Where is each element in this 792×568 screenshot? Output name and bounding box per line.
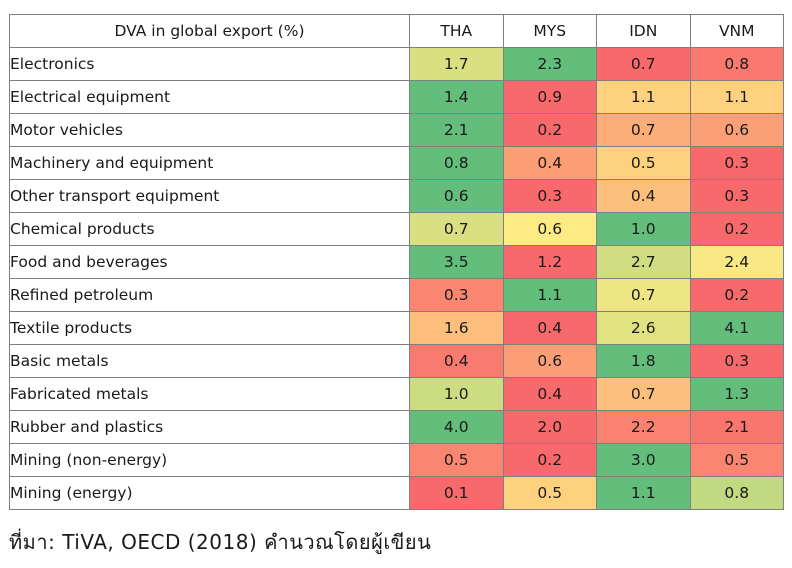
- heat-cell-tha: 2.1: [409, 113, 504, 147]
- table-row: Refined petroleum 0.3 1.1 0.7 0.2: [9, 278, 784, 312]
- table-row: Basic metals 0.4 0.6 1.8 0.3: [9, 344, 784, 378]
- heat-cell-vnm: 0.6: [689, 113, 784, 147]
- heat-cell-vnm: 0.3: [689, 344, 784, 378]
- heat-cell-tha: 1.0: [409, 377, 504, 411]
- heat-cell-tha: 0.3: [409, 278, 504, 312]
- row-label: Mining (energy): [9, 476, 410, 510]
- heat-cell-idn: 0.7: [596, 47, 691, 81]
- table-row: Chemical products 0.7 0.6 1.0 0.2: [9, 212, 784, 246]
- row-label: Other transport equipment: [9, 179, 410, 213]
- heat-cell-tha: 0.8: [409, 146, 504, 180]
- row-label: Mining (non-energy): [9, 443, 410, 477]
- row-label: Refined petroleum: [9, 278, 410, 312]
- heat-cell-idn: 0.7: [596, 113, 691, 147]
- heat-cell-mys: 0.6: [502, 212, 597, 246]
- heat-cell-idn: 2.2: [596, 410, 691, 444]
- heat-cell-vnm: 2.1: [689, 410, 784, 444]
- heat-cell-mys: 0.9: [502, 80, 597, 114]
- heat-cell-vnm: 0.2: [689, 212, 784, 246]
- table-row: Electronics 1.7 2.3 0.7 0.8: [9, 47, 784, 81]
- table-row: Machinery and equipment 0.8 0.4 0.5 0.3: [9, 146, 784, 180]
- row-label: Electronics: [9, 47, 410, 81]
- heat-cell-vnm: 0.8: [689, 476, 784, 510]
- heat-cell-idn: 1.1: [596, 476, 691, 510]
- row-label: Food and beverages: [9, 245, 410, 279]
- heat-cell-idn: 2.7: [596, 245, 691, 279]
- column-header-mys: MYS: [502, 14, 597, 48]
- heat-cell-mys: 0.4: [502, 311, 597, 345]
- heat-cell-vnm: 1.1: [689, 80, 784, 114]
- heat-cell-mys: 0.2: [502, 113, 597, 147]
- row-label: Motor vehicles: [9, 113, 410, 147]
- heat-cell-idn: 0.7: [596, 278, 691, 312]
- header-row: DVA in global export (%) THA MYS IDN VNM: [9, 14, 784, 48]
- heat-cell-idn: 1.1: [596, 80, 691, 114]
- heat-cell-idn: 2.6: [596, 311, 691, 345]
- table-row: Mining (energy) 0.1 0.5 1.1 0.8: [9, 476, 784, 510]
- heat-cell-tha: 1.4: [409, 80, 504, 114]
- heat-cell-idn: 0.4: [596, 179, 691, 213]
- table-row: Food and beverages 3.5 1.2 2.7 2.4: [9, 245, 784, 279]
- heat-cell-tha: 0.1: [409, 476, 504, 510]
- column-header-vnm: VNM: [689, 14, 784, 48]
- row-label: Rubber and plastics: [9, 410, 410, 444]
- table-row: Fabricated metals 1.0 0.4 0.7 1.3: [9, 377, 784, 411]
- source-note: ที่มา: TiVA, OECD (2018) คำนวณโดยผู้เขีย…: [9, 530, 432, 554]
- heat-cell-vnm: 0.8: [689, 47, 784, 81]
- heat-cell-vnm: 0.5: [689, 443, 784, 477]
- heat-cell-tha: 0.6: [409, 179, 504, 213]
- heat-cell-mys: 2.3: [502, 47, 597, 81]
- table-row: Rubber and plastics 4.0 2.0 2.2 2.1: [9, 410, 784, 444]
- heat-cell-vnm: 4.1: [689, 311, 784, 345]
- column-header-idn: IDN: [596, 14, 691, 48]
- heat-cell-vnm: 0.2: [689, 278, 784, 312]
- heat-cell-mys: 1.2: [502, 245, 597, 279]
- row-label: Chemical products: [9, 212, 410, 246]
- heat-cell-mys: 0.5: [502, 476, 597, 510]
- heat-cell-idn: 0.5: [596, 146, 691, 180]
- table-row: Mining (non-energy) 0.5 0.2 3.0 0.5: [9, 443, 784, 477]
- heat-cell-mys: 0.4: [502, 377, 597, 411]
- heat-cell-tha: 0.4: [409, 344, 504, 378]
- table-row: Electrical equipment 1.4 0.9 1.1 1.1: [9, 80, 784, 114]
- heat-cell-tha: 1.6: [409, 311, 504, 345]
- heat-cell-idn: 1.8: [596, 344, 691, 378]
- heat-cell-mys: 0.2: [502, 443, 597, 477]
- heat-cell-mys: 2.0: [502, 410, 597, 444]
- row-label: Textile products: [9, 311, 410, 345]
- row-label: Basic metals: [9, 344, 410, 378]
- heat-cell-mys: 1.1: [502, 278, 597, 312]
- heat-cell-mys: 0.4: [502, 146, 597, 180]
- heat-cell-idn: 1.0: [596, 212, 691, 246]
- heatmap-body: Electronics 1.7 2.3 0.7 0.8 Electrical equipm…: [9, 47, 784, 510]
- corner-label: DVA in global export (%): [9, 14, 410, 48]
- row-label: Electrical equipment: [9, 80, 410, 114]
- heat-cell-vnm: 0.3: [689, 179, 784, 213]
- heat-cell-tha: 1.7: [409, 47, 504, 81]
- table-row: Other transport equipment 0.6 0.3 0.4 0.3: [9, 179, 784, 213]
- column-header-tha: THA: [409, 14, 504, 48]
- heat-cell-vnm: 2.4: [689, 245, 784, 279]
- heat-cell-tha: 0.5: [409, 443, 504, 477]
- heat-cell-idn: 3.0: [596, 443, 691, 477]
- heat-cell-tha: 0.7: [409, 212, 504, 246]
- row-label: Fabricated metals: [9, 377, 410, 411]
- heat-cell-vnm: 1.3: [689, 377, 784, 411]
- heat-cell-mys: 0.3: [502, 179, 597, 213]
- heat-cell-idn: 0.7: [596, 377, 691, 411]
- heat-cell-tha: 3.5: [409, 245, 504, 279]
- row-label: Machinery and equipment: [9, 146, 410, 180]
- heat-cell-tha: 4.0: [409, 410, 504, 444]
- table-row: Motor vehicles 2.1 0.2 0.7 0.6: [9, 113, 784, 147]
- heat-cell-vnm: 0.3: [689, 146, 784, 180]
- heat-cell-mys: 0.6: [502, 344, 597, 378]
- heatmap-table: DVA in global export (%) THA MYS IDN VNM…: [9, 14, 784, 510]
- table-row: Textile products 1.6 0.4 2.6 4.1: [9, 311, 784, 345]
